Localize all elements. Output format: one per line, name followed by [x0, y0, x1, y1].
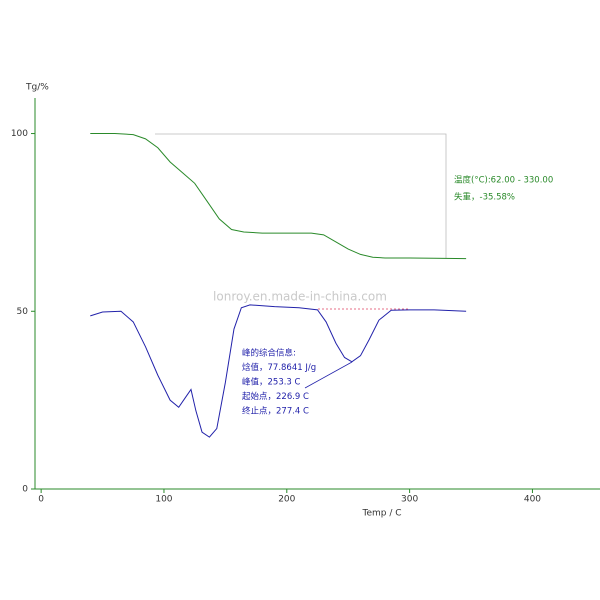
dsc-annotation: 峰值，253.3 C: [242, 377, 301, 388]
x-axis-label: Temp / C: [361, 509, 401, 519]
tg-annotation: 温度(°C):62.00 - 330.00: [454, 175, 553, 186]
x-tick-label: 300: [401, 495, 418, 505]
x-tick-label: 100: [155, 495, 172, 505]
dsc-annotation: 终止点，277.4 C: [242, 406, 309, 417]
y-tick-label: 0: [22, 485, 28, 495]
x-tick-label: 0: [38, 495, 44, 505]
series-line: [90, 133, 467, 260]
annotation-leader: [304, 361, 353, 389]
dsc-annotation: 焓值，77.8641 J/g: [242, 362, 316, 373]
dsc-annotation: 峰的综合信息:: [242, 348, 296, 359]
watermark: lonroy.en.made-in-china.com: [213, 290, 387, 304]
x-tick-label: 400: [524, 495, 541, 505]
dsc-annotation: 起始点，226.9 C: [242, 391, 309, 402]
tg-bracket: [155, 133, 447, 258]
series-line: [90, 304, 467, 438]
y-tick-label: 100: [11, 129, 28, 139]
y-tick-label: 50: [17, 307, 29, 317]
tg-annotation: 失重，-35.58%: [454, 192, 515, 203]
x-tick-label: 200: [278, 495, 295, 505]
y-axis-label: Tg/%: [25, 83, 49, 93]
